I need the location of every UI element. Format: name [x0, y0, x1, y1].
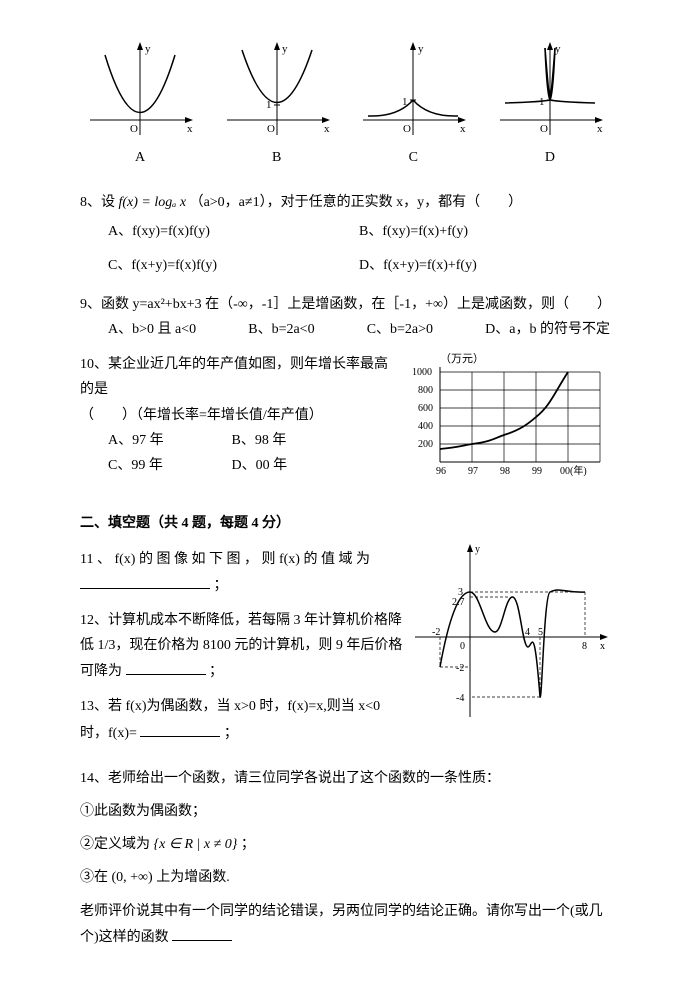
- q14-p3: ③在 (0, +∞) 上为增函数.: [80, 865, 610, 890]
- q11-blank[interactable]: [80, 572, 210, 589]
- q10: 10、某企业近几年的年产值如图，则年增长率最高的是 （ ）（年增长率=年增长值/…: [80, 352, 610, 491]
- svg-text:-4: -4: [456, 693, 464, 704]
- q10-opt-d: D、00 年: [232, 458, 288, 473]
- svg-text:y: y: [145, 43, 151, 55]
- svg-text:97: 97: [468, 466, 478, 477]
- q14-p3-a: ③在: [80, 870, 112, 885]
- q8-opt-d: D、f(x+y)=f(x)+f(y): [359, 253, 610, 278]
- svg-text:x: x: [187, 123, 193, 135]
- graph-d-label: D: [545, 150, 555, 165]
- svg-text:-2: -2: [456, 663, 464, 674]
- q8-opt-c: C、f(x+y)=f(x)f(y): [108, 253, 359, 278]
- q14-p2-c: ；: [241, 837, 255, 852]
- graph-a-label: A: [135, 150, 145, 165]
- graph-b-svg: yx O 1: [222, 40, 332, 140]
- chart-y-unit: （万元）: [440, 352, 484, 365]
- q14-p2-b: {x ∈ R | x ≠ 0}: [154, 837, 238, 852]
- q13-stem-b: ；: [224, 726, 238, 741]
- q12: 12、计算机成本不断降低，若每隔 3 年计算机价格降低 1/3，现在价格为 81…: [80, 608, 410, 685]
- svg-text:200: 200: [418, 439, 433, 450]
- svg-text:O: O: [130, 123, 138, 135]
- svg-text:x: x: [324, 123, 330, 135]
- graph-d: yx O 1 D: [490, 40, 610, 170]
- q14-tail: 老师评价说其中有一个同学的结论错误，另两位同学的结论正确。请你写出一个(或几个)…: [80, 899, 610, 950]
- q14-p2: ②定义域为 {x ∈ R | x ≠ 0} ；: [80, 832, 610, 857]
- svg-text:x: x: [460, 123, 466, 135]
- svg-text:4: 4: [525, 627, 530, 638]
- svg-text:0: 0: [460, 641, 465, 652]
- q12-stem-b: ；: [209, 664, 223, 679]
- q8-stem-formula: f(x) = logₐ x: [119, 195, 187, 210]
- q8-stem-c: （a>0，a≠1），对于任意的正实数 x，y，都有（ ）: [190, 195, 523, 210]
- q14-stem: 14、老师给出一个函数，请三位同学各说出了这个函数的一条性质：: [80, 766, 610, 791]
- graph-a: y x O A: [80, 40, 200, 170]
- q9-opt-a: A、b>0 且 a<0: [108, 317, 196, 342]
- graph-b: yx O 1 B: [217, 40, 337, 170]
- svg-text:00(年): 00(年): [560, 464, 587, 477]
- q11-stem-b: ；: [214, 578, 228, 593]
- q11-graph-svg: yx 3 2.7 0 -2 -4 -2 4 5 8: [410, 537, 610, 727]
- q11-stem-a: 11 、 f(x) 的 图 像 如 下 图 ， 则 f(x) 的 值 域 为: [80, 552, 370, 567]
- q9-opt-c: C、b=2a>0: [367, 317, 433, 342]
- q11-graph: yx 3 2.7 0 -2 -4 -2 4 5 8: [410, 537, 610, 756]
- section2-title: 二、填空题（共 4 题，每题 4 分）: [80, 511, 610, 536]
- q8-options: A、f(xy)=f(x)f(y) B、f(xy)=f(x)+f(y) C、f(x…: [108, 215, 610, 281]
- q14: 14、老师给出一个函数，请三位同学各说出了这个函数的一条性质： ①此函数为偶函数…: [80, 766, 610, 950]
- svg-text:O: O: [403, 123, 411, 135]
- svg-text:98: 98: [500, 466, 510, 477]
- q10-stem2: （ ）（年增长率=年增长值/年产值）: [80, 403, 400, 428]
- svg-text:1000: 1000: [412, 367, 432, 378]
- q14-blank[interactable]: [172, 924, 232, 941]
- q8-stem-a: 8、设: [80, 195, 119, 210]
- q8-opt-b: B、f(xy)=f(x)+f(y): [359, 219, 610, 244]
- q8-opt-a: A、f(xy)=f(x)f(y): [108, 219, 359, 244]
- svg-text:O: O: [540, 123, 548, 135]
- q10-opt-a: A、97 年: [108, 428, 228, 453]
- graph-b-label: B: [272, 150, 281, 165]
- q8: 8、设 f(x) = logₐ x （a>0，a≠1），对于任意的正实数 x，y…: [80, 190, 610, 282]
- q9-opt-b: B、b=2a<0: [248, 317, 314, 342]
- q10-opt-c: C、99 年: [108, 453, 228, 478]
- svg-text:8: 8: [582, 641, 587, 652]
- q13: 13、若 f(x)为偶函数，当 x>0 时，f(x)=x,则当 x<0 时，f(…: [80, 694, 410, 745]
- svg-text:y: y: [418, 43, 424, 55]
- svg-text:400: 400: [418, 421, 433, 432]
- svg-text:99: 99: [532, 466, 542, 477]
- svg-text:y: y: [475, 544, 480, 555]
- graph-d-svg: yx O 1: [495, 40, 605, 140]
- q10-chart-svg: （万元） 1000 800 600 400 200 96 97: [400, 352, 610, 482]
- q10-opt-b: B、98 年: [232, 433, 287, 448]
- graph-c-label: C: [409, 150, 418, 165]
- graph-a-svg: y x O: [85, 40, 195, 140]
- q14-tail-a: 老师评价说其中有一个同学的结论错误，另两位同学的结论正确。请你写出一个(或几个)…: [80, 904, 603, 945]
- q9-options: A、b>0 且 a<0 B、b=2a<0 C、b=2a>0 D、a，b 的符号不…: [108, 317, 610, 342]
- svg-text:5: 5: [538, 627, 543, 638]
- svg-text:600: 600: [418, 403, 433, 414]
- svg-text:y: y: [282, 43, 288, 55]
- q14-p1: ①此函数为偶函数；: [80, 799, 610, 824]
- q14-p3-b: (0, +∞): [112, 870, 153, 885]
- q11: 11 、 f(x) 的 图 像 如 下 图 ， 则 f(x) 的 值 域 为 ；: [80, 547, 410, 598]
- q10-options: A、97 年 B、98 年 C、99 年 D、00 年: [108, 428, 400, 478]
- section2-wrap: 11 、 f(x) 的 图 像 如 下 图 ， 则 f(x) 的 值 域 为 ；…: [80, 537, 610, 756]
- q9-stem: 9、函数 y=ax²+bx+3 在（-∞，-1］上是增函数，在［-1，+∞）上是…: [80, 292, 610, 317]
- svg-text:O: O: [267, 123, 275, 135]
- svg-text:y: y: [555, 43, 561, 55]
- q13-blank[interactable]: [140, 720, 220, 737]
- q12-blank[interactable]: [126, 658, 206, 675]
- svg-text:800: 800: [418, 385, 433, 396]
- graph-row: yx O A yx O 1 B yx O 1 C: [80, 40, 610, 170]
- q14-p2-a: ②定义域为: [80, 837, 154, 852]
- graph-c: yx O 1 C: [353, 40, 473, 170]
- svg-text:96: 96: [436, 466, 446, 477]
- q10-chart: （万元） 1000 800 600 400 200 96 97: [400, 352, 610, 491]
- svg-text:-2: -2: [432, 627, 440, 638]
- svg-text:x: x: [600, 641, 605, 652]
- q14-p3-c: 上为增函数.: [156, 870, 230, 885]
- q10-stem1: 10、某企业近几年的年产值如图，则年增长率最高的是: [80, 352, 400, 402]
- q9: 9、函数 y=ax²+bx+3 在（-∞，-1］上是增函数，在［-1，+∞）上是…: [80, 292, 610, 342]
- q9-opt-d: D、a，b 的符号不定: [485, 317, 610, 342]
- svg-text:x: x: [597, 123, 603, 135]
- graph-c-svg: yx O 1: [358, 40, 468, 140]
